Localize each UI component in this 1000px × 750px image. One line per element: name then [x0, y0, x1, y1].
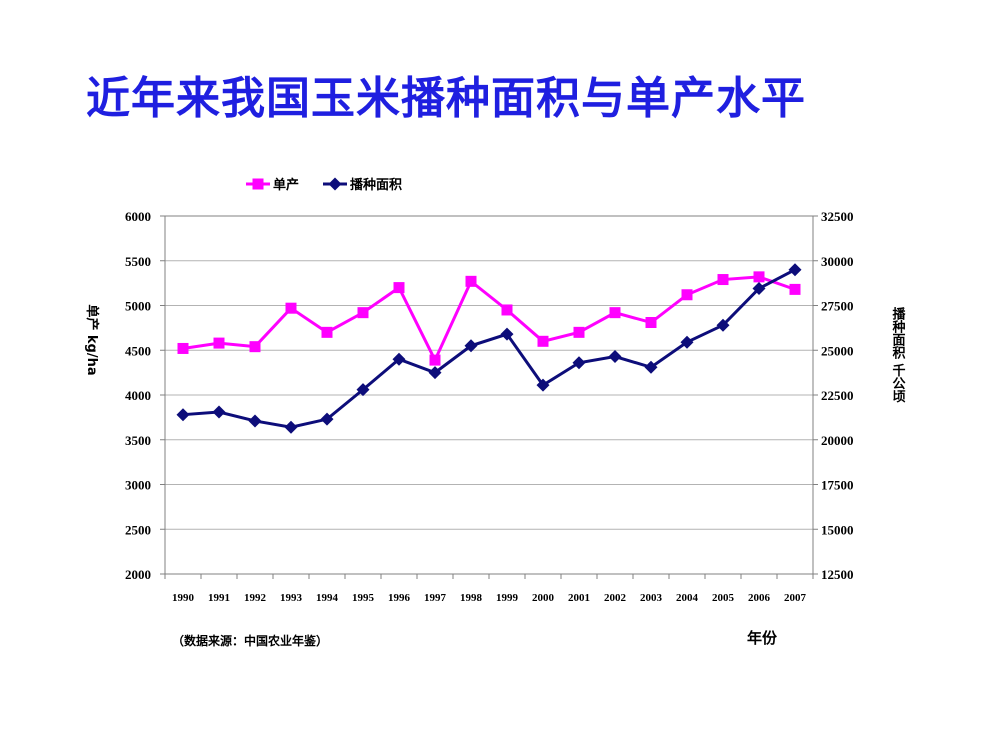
x-tick-label: 2007: [784, 592, 807, 604]
series-yield: [177, 271, 801, 366]
y-right-tick-label: 12500: [821, 567, 854, 582]
y-left-tick-label: 5000: [125, 299, 151, 314]
y-right-tick-label: 17500: [821, 478, 854, 493]
data-point: [717, 274, 729, 286]
x-tick-label: 1993: [280, 592, 303, 604]
y-left-tick-label: 6000: [125, 209, 151, 224]
legend: 单产 播种面积: [246, 177, 402, 193]
x-axis-title: 年份: [747, 629, 778, 647]
x-tick-label: 1996: [388, 592, 411, 604]
y-right-tick-label: 20000: [821, 433, 854, 448]
x-tick-label: 1992: [244, 592, 267, 604]
y-left-tick-label: 2000: [125, 567, 151, 582]
x-tick-label: 2004: [676, 592, 699, 604]
x-tick-label: 2003: [640, 592, 663, 604]
data-point: [176, 408, 190, 422]
data-point: [285, 302, 297, 314]
y-left-tick-label: 4500: [125, 343, 151, 358]
data-point: [284, 420, 298, 434]
data-point: [752, 281, 766, 295]
y-left-tick-label: 3000: [125, 478, 151, 493]
data-point: [213, 337, 225, 349]
data-point: [573, 326, 585, 338]
data-point: [429, 354, 441, 366]
series-line: [182, 268, 796, 429]
y-right-tick-label: 22500: [821, 388, 854, 403]
data-point: [428, 366, 442, 380]
x-tick-label: 2005: [712, 592, 735, 604]
y-right-tick-label: 32500: [821, 209, 854, 224]
series-line: [182, 275, 796, 364]
data-point: [644, 360, 658, 374]
data-point: [357, 307, 369, 319]
y-right-axis-title: 播种面积 千公顷: [890, 307, 907, 405]
x-tick-label: 1990: [172, 592, 195, 604]
data-point: [177, 342, 189, 354]
data-point: [501, 304, 513, 316]
x-tick-label: 1995: [352, 592, 375, 604]
y-left-tick-label: 3500: [125, 433, 151, 448]
legend-item: 单产: [246, 177, 299, 193]
data-point: [537, 335, 549, 347]
y-right-tick-label: 25000: [821, 343, 854, 358]
x-tick-label: 2002: [604, 592, 627, 604]
x-tick-label: 1991: [208, 592, 230, 604]
legend-label: 单产: [273, 177, 299, 193]
x-tick-label: 2006: [748, 592, 771, 604]
data-point: [249, 341, 261, 353]
source-note: （数据来源：中国农业年鉴）: [172, 634, 329, 648]
data-point: [212, 405, 226, 419]
y-left-tick-label: 4000: [125, 388, 151, 403]
data-point: [500, 327, 514, 341]
y-left-tick-label: 5500: [125, 254, 151, 269]
data-point: [716, 318, 730, 332]
data-point: [681, 289, 693, 301]
axis-titles: 单产 kg/ha 播种面积 千公顷: [84, 304, 906, 404]
legend-item: 播种面积: [323, 177, 402, 193]
x-tick-label: 2001: [568, 592, 590, 604]
data-point: [789, 283, 801, 295]
x-tick-label: 1994: [316, 592, 339, 604]
data-point: [680, 335, 694, 349]
legend-label: 播种面积: [350, 177, 402, 193]
data-point: [536, 378, 550, 392]
x-tick-label: 1999: [496, 592, 519, 604]
data-point: [321, 326, 333, 338]
legend-marker: [252, 178, 264, 190]
gridlines: [165, 215, 813, 575]
y-left-axis-title: 单产 kg/ha: [84, 304, 100, 375]
data-point: [609, 307, 621, 319]
data-point: [464, 339, 478, 353]
x-tick-label: 1998: [460, 592, 483, 604]
data-point: [392, 352, 406, 366]
series-layer: [176, 263, 802, 434]
data-point: [645, 317, 657, 329]
y-right-tick-label: 30000: [821, 254, 854, 269]
data-point: [572, 356, 586, 370]
y-right-tick-label: 15000: [821, 522, 854, 537]
axes: 2000 2500 3000 3500 4000 4500 5000 5500 6000 1250…: [125, 209, 854, 604]
data-point: [393, 282, 405, 294]
slide-title: 近年来我国玉米播种面积与单产水平: [86, 73, 806, 124]
data-point: [608, 350, 622, 364]
data-point: [465, 275, 477, 287]
data-point: [788, 263, 802, 277]
x-tick-label: 1997: [424, 592, 447, 604]
y-left-tick-label: 2500: [125, 522, 151, 537]
legend-marker: [328, 177, 342, 191]
x-tick-label: 2000: [532, 592, 555, 604]
y-right-tick-label: 27500: [821, 299, 854, 314]
data-point: [248, 414, 262, 428]
data-point: [753, 271, 765, 283]
series-area: [176, 263, 802, 434]
data-point: [356, 383, 370, 397]
data-point: [320, 412, 334, 426]
